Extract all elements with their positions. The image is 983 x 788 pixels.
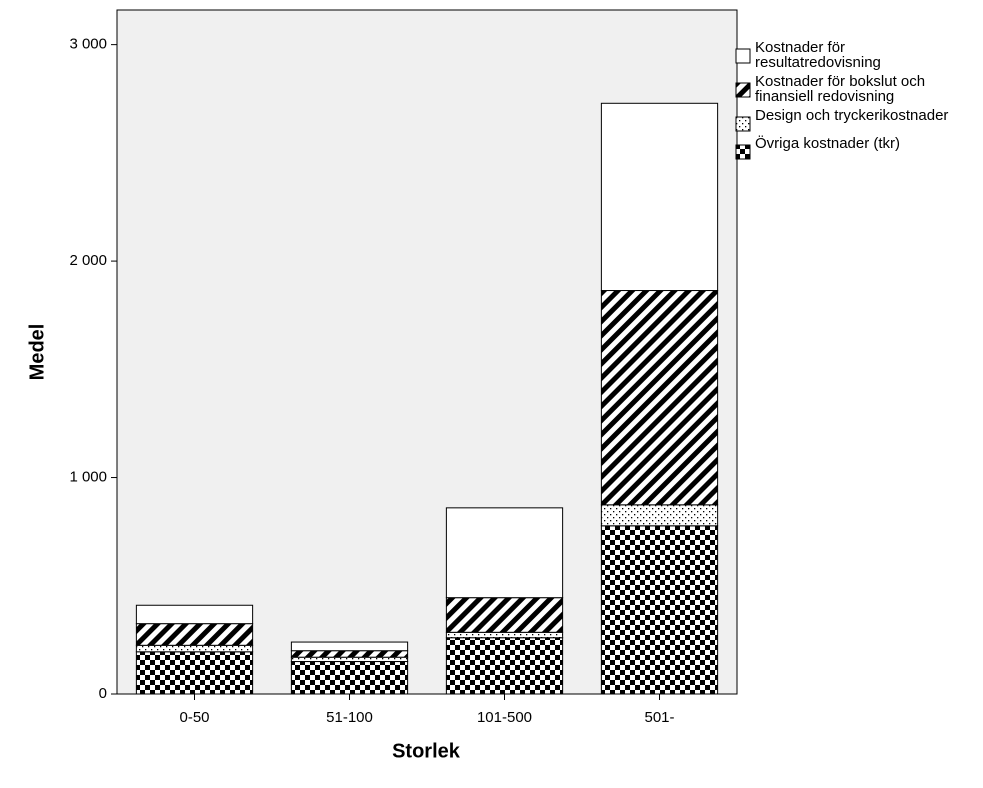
bar-segment	[135, 651, 254, 695]
bar-segment	[445, 507, 564, 599]
legend-label: Kostnader för bokslut och finansiell red…	[755, 73, 926, 105]
legend-swatch-rect	[735, 82, 751, 98]
legend-swatch-rect	[735, 48, 751, 64]
bar-segment	[135, 644, 254, 653]
legend-item: Övriga kostnader (tkr)	[735, 136, 975, 160]
legend-item: Design och tryckerikostnader	[735, 108, 975, 132]
bar-segment	[600, 525, 719, 695]
bar-segment	[600, 504, 719, 527]
legend-label: Övriga kostnader (tkr)	[755, 135, 901, 152]
legend-swatch	[735, 116, 751, 132]
legend-label: Kostnader för resultatredovisning	[755, 39, 881, 71]
bar-segment	[135, 604, 254, 625]
y-tick-label: 1 000	[69, 469, 107, 486]
bar-segment	[290, 641, 409, 652]
bar-segment	[445, 631, 564, 639]
y-tick-label: 3 000	[69, 36, 107, 53]
legend-swatch-rect	[735, 144, 751, 160]
bar-segment	[135, 623, 254, 646]
legend-item: Kostnader för bokslut och finansiell red…	[735, 74, 975, 104]
legend-label: Design och tryckerikostnader	[755, 107, 949, 124]
x-tick-label: 0-50	[179, 709, 209, 726]
bar-segment	[290, 656, 409, 663]
y-tick-label: 2 000	[69, 252, 107, 269]
legend-swatch	[735, 144, 751, 160]
x-tick-label: 501-	[644, 709, 674, 726]
bar-segment	[445, 637, 564, 695]
y-axis-title: Medel	[26, 324, 48, 381]
bar-segment	[600, 102, 719, 292]
bar-segment	[290, 650, 409, 658]
bar-segment	[600, 290, 719, 506]
x-tick-label: 101-500	[477, 709, 532, 726]
y-tick-label: 0	[99, 685, 107, 702]
bar-segment	[445, 597, 564, 633]
x-tick-label: 51-100	[326, 709, 373, 726]
legend-swatch-rect	[735, 116, 751, 132]
x-axis-title: Storlek	[392, 740, 461, 762]
bar-segment	[290, 661, 409, 695]
legend-swatch	[735, 82, 751, 98]
legend: Kostnader för resultatredovisning Kostnad…	[735, 40, 975, 164]
legend-item: Kostnader för resultatredovisning	[735, 40, 975, 70]
legend-swatch	[735, 48, 751, 64]
